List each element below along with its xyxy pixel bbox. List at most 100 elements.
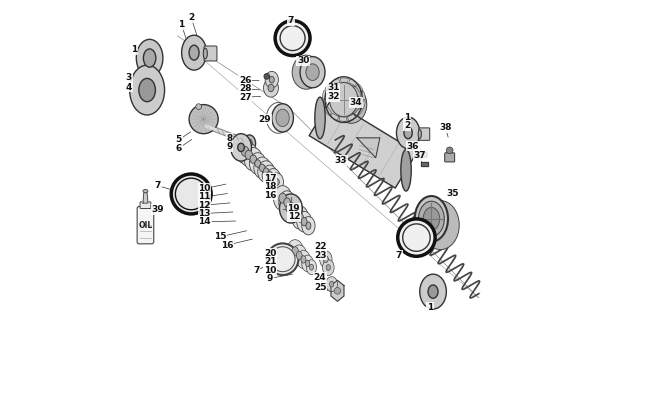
- Ellipse shape: [306, 64, 319, 80]
- Text: 10: 10: [264, 266, 276, 274]
- Ellipse shape: [292, 206, 308, 229]
- Text: 35: 35: [447, 189, 460, 198]
- Ellipse shape: [401, 149, 411, 191]
- Wedge shape: [324, 107, 332, 116]
- Text: 17: 17: [264, 174, 276, 183]
- Ellipse shape: [289, 203, 294, 211]
- Ellipse shape: [258, 161, 274, 182]
- Polygon shape: [421, 162, 428, 166]
- Ellipse shape: [238, 143, 244, 151]
- Ellipse shape: [284, 196, 299, 218]
- Text: 26: 26: [239, 76, 252, 85]
- Ellipse shape: [284, 198, 291, 207]
- Ellipse shape: [422, 201, 460, 250]
- Ellipse shape: [131, 73, 155, 103]
- Ellipse shape: [270, 173, 283, 191]
- Text: 21: 21: [264, 257, 276, 266]
- Text: 29: 29: [259, 115, 271, 124]
- Wedge shape: [348, 114, 356, 121]
- Text: 3: 3: [125, 73, 132, 82]
- Ellipse shape: [302, 218, 307, 226]
- Ellipse shape: [136, 39, 163, 77]
- Ellipse shape: [274, 179, 280, 186]
- Ellipse shape: [259, 164, 265, 172]
- Ellipse shape: [292, 55, 320, 89]
- Circle shape: [171, 174, 211, 214]
- Ellipse shape: [306, 222, 311, 229]
- Text: 12: 12: [198, 201, 211, 210]
- Text: 4: 4: [125, 83, 132, 92]
- Circle shape: [264, 73, 270, 79]
- Wedge shape: [339, 117, 347, 121]
- Polygon shape: [143, 193, 148, 203]
- Text: 1: 1: [179, 20, 185, 29]
- Text: 7: 7: [396, 251, 402, 259]
- Text: 2: 2: [188, 13, 194, 22]
- Ellipse shape: [330, 83, 358, 117]
- Text: 10: 10: [198, 184, 211, 193]
- Wedge shape: [359, 101, 365, 109]
- Ellipse shape: [418, 130, 421, 139]
- Circle shape: [334, 287, 341, 294]
- Text: 8: 8: [226, 134, 233, 143]
- Ellipse shape: [302, 255, 313, 272]
- Ellipse shape: [396, 117, 420, 148]
- Ellipse shape: [301, 256, 306, 263]
- Wedge shape: [341, 78, 348, 83]
- Text: 7: 7: [155, 181, 161, 190]
- Text: 5: 5: [176, 136, 182, 144]
- Text: 23: 23: [314, 251, 326, 259]
- Text: 6: 6: [176, 144, 182, 153]
- Circle shape: [403, 224, 430, 251]
- FancyBboxPatch shape: [445, 153, 454, 162]
- Ellipse shape: [250, 155, 257, 163]
- Ellipse shape: [263, 168, 269, 176]
- Ellipse shape: [280, 194, 302, 223]
- Ellipse shape: [250, 153, 266, 174]
- FancyBboxPatch shape: [204, 46, 217, 61]
- Ellipse shape: [181, 35, 207, 70]
- Ellipse shape: [272, 104, 293, 132]
- Circle shape: [189, 105, 218, 134]
- Text: 31: 31: [327, 83, 339, 93]
- Ellipse shape: [270, 175, 276, 182]
- Ellipse shape: [309, 264, 313, 270]
- Text: 28: 28: [239, 84, 252, 93]
- Circle shape: [196, 104, 202, 110]
- FancyBboxPatch shape: [140, 202, 151, 208]
- Ellipse shape: [262, 165, 277, 185]
- Text: 13: 13: [198, 209, 211, 218]
- Ellipse shape: [189, 45, 199, 60]
- Ellipse shape: [335, 86, 367, 123]
- Text: 38: 38: [439, 123, 452, 132]
- Ellipse shape: [300, 57, 325, 88]
- Ellipse shape: [203, 48, 207, 59]
- Ellipse shape: [404, 127, 412, 139]
- Ellipse shape: [144, 49, 156, 67]
- Ellipse shape: [241, 146, 249, 156]
- Wedge shape: [332, 78, 340, 85]
- Ellipse shape: [330, 281, 333, 287]
- Wedge shape: [355, 108, 363, 116]
- Text: 25: 25: [314, 283, 326, 292]
- Polygon shape: [331, 280, 344, 301]
- Ellipse shape: [265, 71, 278, 88]
- Text: 16: 16: [264, 191, 276, 200]
- Ellipse shape: [268, 84, 274, 92]
- Ellipse shape: [297, 213, 304, 222]
- Circle shape: [286, 203, 296, 214]
- Ellipse shape: [254, 157, 270, 178]
- Text: 1: 1: [131, 45, 137, 54]
- Ellipse shape: [263, 79, 278, 97]
- Ellipse shape: [326, 265, 330, 271]
- Text: 37: 37: [413, 151, 426, 160]
- Text: OIL: OIL: [138, 221, 153, 231]
- Ellipse shape: [307, 260, 317, 275]
- Ellipse shape: [246, 139, 252, 147]
- Ellipse shape: [428, 285, 438, 298]
- Wedge shape: [360, 92, 365, 100]
- Ellipse shape: [320, 251, 332, 268]
- Text: 9: 9: [226, 143, 233, 151]
- Text: 1: 1: [404, 113, 410, 122]
- Text: 18: 18: [264, 182, 276, 191]
